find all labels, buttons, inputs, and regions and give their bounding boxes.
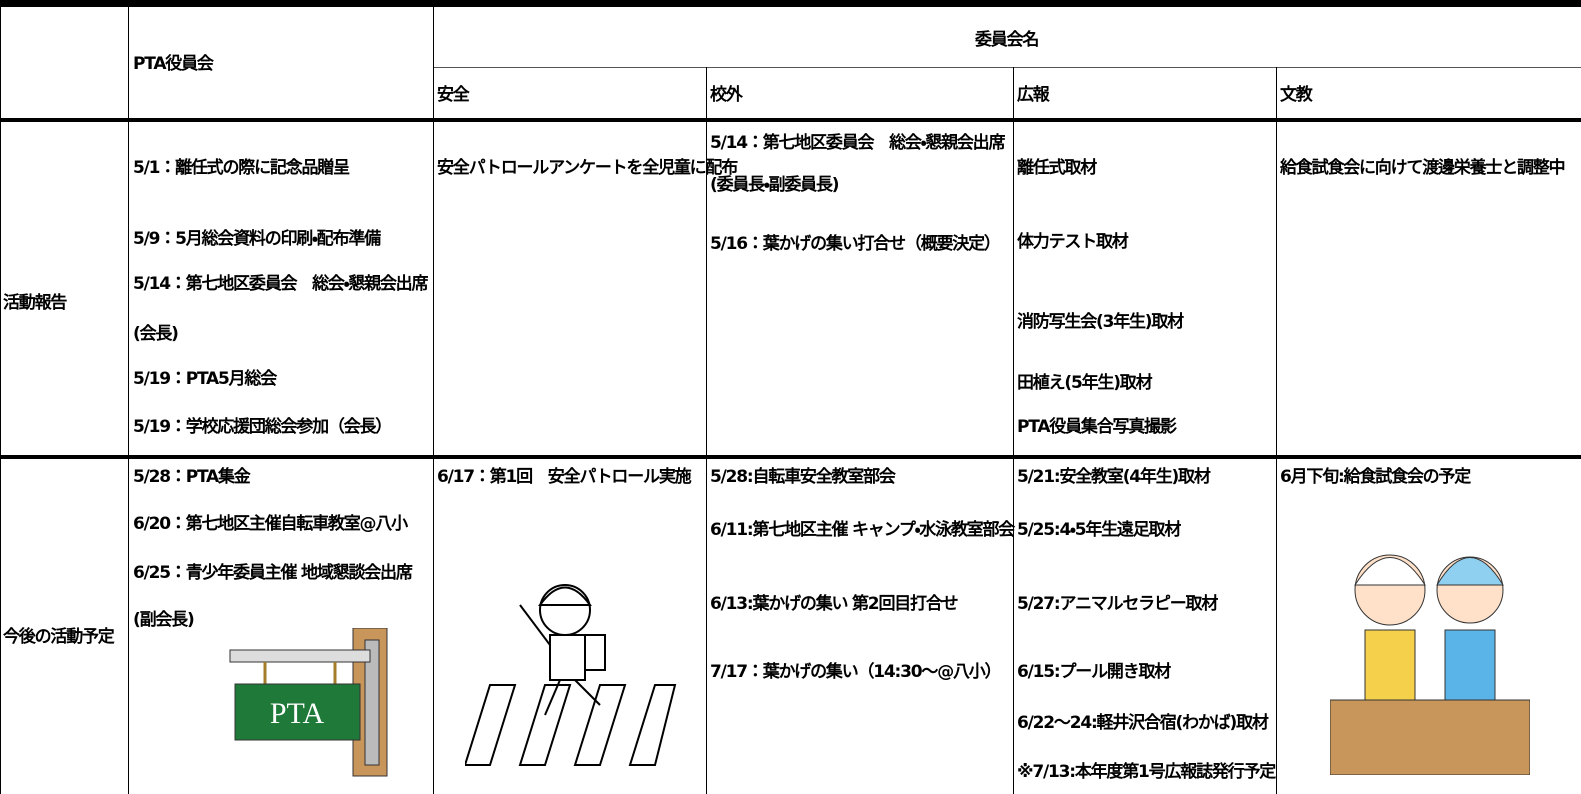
cell-line: 6/13:葉かげの集い 第2回目打合せ [710, 594, 959, 614]
border [0, 118, 1581, 122]
border [706, 67, 707, 794]
border [433, 0, 434, 794]
cell-line: 5/21:安全教室(4年生)取材 [1017, 467, 1211, 487]
cell-line: 6/20：第七地区主催自転車教室@八小 [133, 514, 408, 534]
cell-line: 安全パトロールアンケートを全児童に配布 [437, 158, 738, 178]
cell-line: 5/1：離任式の際に記念品贈呈 [133, 158, 350, 178]
cell-line: 5/19：PTA5月総会 [133, 369, 277, 389]
header: 安全 [437, 85, 470, 105]
cell-line: 給食試食会に向けて渡邊栄養士と調整中 [1280, 158, 1566, 178]
child-illustration [465, 584, 677, 766]
cell-line: (委員長・副委員長) [710, 175, 840, 195]
border [0, 455, 1581, 459]
border [0, 0, 1, 794]
border [128, 0, 129, 794]
pta-sign-illustration: PTA [229, 628, 388, 777]
cell-line: 消防写生会(3年生)取材 [1017, 312, 1184, 332]
row-label: 活動報告 [3, 293, 67, 313]
cell-line: 5/25:4・5年生遠足取材 [1017, 520, 1181, 540]
cell-line: (副会長) [133, 610, 195, 630]
cell-line: 6/15:プール開き取材 [1017, 662, 1171, 682]
cell-line: 6/11:第七地区主催 キャンプ・水泳教室部会 [710, 520, 1015, 540]
cell-line: 離任式取材 [1017, 158, 1097, 178]
border [1276, 67, 1277, 794]
border [433, 67, 1581, 68]
cell-line: 6/22～24:軽井沢合宿(わかば)取材 [1017, 713, 1269, 733]
cell-line: 6月下旬:給食試食会の予定 [1280, 467, 1471, 487]
border [0, 0, 1581, 7]
row-label: 今後の活動予定 [3, 627, 115, 647]
cell-line: 田植え(5年生)取材 [1017, 373, 1153, 393]
cell-line: 5/28:自転車安全教室部会 [710, 467, 896, 487]
cell-line: ※7/13:本年度第1号広報誌発行予定 [1017, 762, 1276, 782]
cell-line: 5/14：第七地区委員会 総会・懇親会出席 [710, 133, 1005, 153]
children-illustration [1330, 554, 1530, 775]
header: 文教 [1280, 85, 1313, 105]
cell-line: PTA役員集合写真撮影 [1017, 417, 1177, 437]
header: 校外 [710, 85, 743, 105]
header: 広報 [1017, 85, 1050, 105]
cell-line: 6/17：第1回 安全パトロール実施 [437, 467, 692, 487]
header: 委員会名 [975, 30, 1039, 50]
cell-line: 5/16：葉かげの集い打合せ（概要決定） [710, 234, 1001, 254]
border [1013, 67, 1014, 794]
cell-line: 5/19：学校応援団総会参加（会長） [133, 417, 392, 437]
sign-text: PTA [270, 697, 325, 730]
cell-line: 5/9：5月総会資料の印刷・配布準備 [133, 229, 381, 249]
cell-line: 5/14：第七地区委員会 総会・懇親会出席 [133, 274, 428, 294]
cell-line: 5/27:アニマルセラピー取材 [1017, 594, 1218, 614]
cell-line: 7/17：葉かげの集い（14:30～@八小） [710, 662, 1002, 682]
cell-line: 体力テスト取材 [1017, 232, 1129, 252]
cell-line: 5/28：PTA集金 [133, 467, 251, 487]
cell-line: (会長) [133, 324, 179, 344]
cell-line: 6/25：青少年委員主催 地域懇談会出席 [133, 563, 413, 583]
header: PTA役員会 [133, 54, 214, 74]
